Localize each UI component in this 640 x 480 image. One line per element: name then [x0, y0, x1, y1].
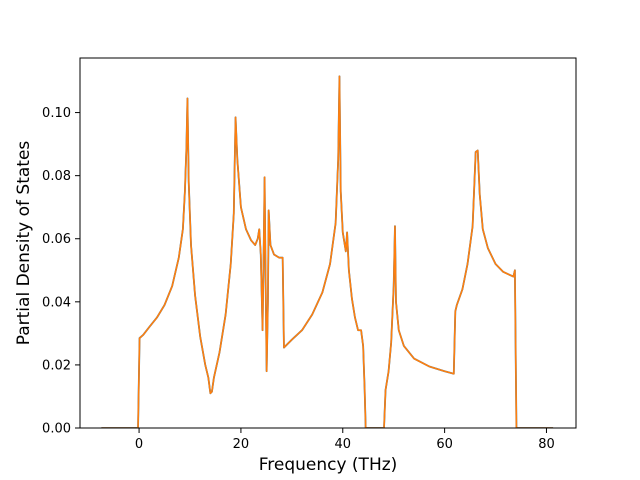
x-tick-label: 60 [436, 437, 453, 452]
series-line [101, 75, 554, 428]
y-axis-label: Partial Density of States [14, 141, 34, 346]
y-tick-label: 0.00 [42, 422, 71, 437]
y-tick-label: 0.08 [42, 169, 71, 184]
y-tick-label: 0.06 [42, 232, 71, 247]
x-tick-label: 80 [538, 437, 555, 452]
y-tick-label: 0.02 [42, 358, 71, 373]
y-tick-label: 0.10 [42, 106, 71, 121]
plot-area [80, 58, 576, 428]
x-tick-label: 40 [334, 437, 351, 452]
x-axis-label: Frequency (THz) [259, 455, 398, 475]
x-tick-label: 20 [233, 437, 250, 452]
plot-frame [79, 57, 577, 429]
y-tick-label: 0.04 [42, 295, 71, 310]
x-tick-label: 0 [135, 437, 143, 452]
x-axis-ticks: 0 20 40 60 80 [135, 428, 555, 452]
y-axis-ticks: 0.00 0.02 0.04 0.06 0.08 0.10 [42, 106, 80, 437]
series-layer [101, 75, 554, 428]
